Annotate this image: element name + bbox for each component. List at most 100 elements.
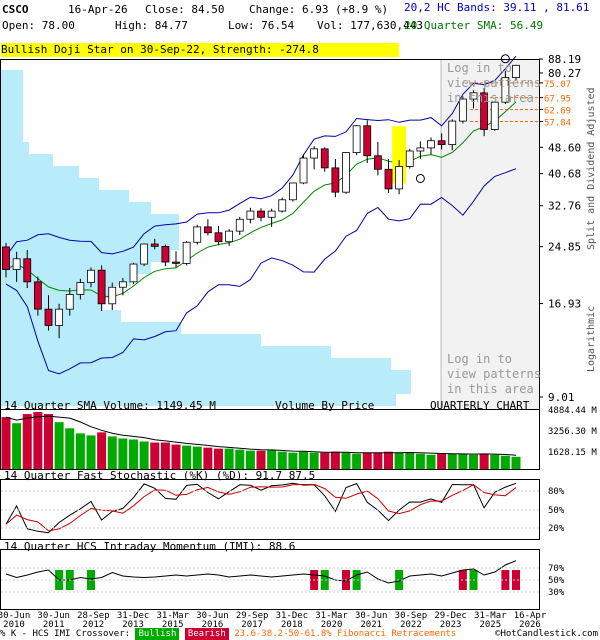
price-tick-label: 40.68 xyxy=(548,168,581,181)
vbp-bar xyxy=(1,166,79,178)
volume-bar xyxy=(214,448,223,469)
candle-body xyxy=(458,98,467,122)
candle-body xyxy=(395,166,404,190)
volume-bar xyxy=(12,423,22,469)
candle-body xyxy=(257,210,265,218)
crossover-label: % K - HCS IMI Crossover: xyxy=(0,629,131,639)
candle-body xyxy=(214,232,223,243)
candle-body xyxy=(2,246,10,270)
volume-panel-title: 14 Quarter SMA Volume: 1149.45 M xyxy=(4,399,216,412)
candle-body xyxy=(363,125,372,157)
volume-sma-line xyxy=(5,415,517,456)
login-patterns-top[interactable]: Log in to view patterns in this area xyxy=(447,61,541,105)
candle-body xyxy=(161,245,170,263)
vbp-title: Volume By Price xyxy=(275,399,375,412)
candle-body xyxy=(87,269,95,284)
vbp-bar xyxy=(1,382,411,394)
vbp-bar xyxy=(1,394,396,406)
log-scale-label: Logarithmic xyxy=(586,305,597,372)
close-price: Close: 84.50 xyxy=(145,3,225,16)
adjusted-label: Split and Dividend Adjusted xyxy=(586,87,597,250)
date-tick-label: 31-Mar xyxy=(315,611,348,621)
date-tick-label: 29-Sep xyxy=(236,611,269,621)
vbp-bar xyxy=(1,70,23,82)
candle-body xyxy=(310,148,319,159)
date-tick-year: 2018 xyxy=(281,620,303,630)
date-tick-label: 29-Dec xyxy=(434,611,467,621)
price-change: Change: 6.93 (+8.9 %) xyxy=(249,3,389,16)
vbp-bar xyxy=(1,238,179,250)
candle-body xyxy=(44,308,53,326)
vbp-bar xyxy=(1,106,23,118)
volume-bar xyxy=(192,446,202,469)
login-patterns-bottom[interactable]: Log in to view patterns in this area xyxy=(447,352,541,396)
volume-bar xyxy=(373,452,383,469)
candle-body xyxy=(225,230,234,243)
volume-bar xyxy=(458,453,468,469)
date-tick-year: 2026 xyxy=(519,620,541,630)
candle-body xyxy=(331,167,340,193)
candle-body xyxy=(235,218,244,232)
volume-bar xyxy=(415,453,425,469)
crossover-bar xyxy=(395,570,404,590)
candle-body xyxy=(118,281,127,288)
volume-bar xyxy=(288,452,298,469)
candle-body xyxy=(33,281,42,310)
volume-tick-label: 3256.30 M xyxy=(548,427,597,437)
date-tick-year: 2013 xyxy=(122,620,144,630)
date-tick-label: 31-Dec xyxy=(117,611,150,621)
footer: % K - HCS IMI Crossover: Bullish Bearish… xyxy=(0,628,600,640)
date-tick-label: 30-Jun xyxy=(37,611,70,621)
site-credit[interactable]: ©HotCandlestick.com xyxy=(495,629,598,639)
imi-panel-title: 14 Quarter HCS Intraday Momentum (IMI): … xyxy=(4,540,296,553)
high-price: High: 84.77 xyxy=(115,19,188,32)
volume-bar xyxy=(362,452,372,469)
crossover-bar xyxy=(352,570,361,590)
price-tick-label: 88.19 xyxy=(548,53,581,66)
volume-bar xyxy=(490,454,500,469)
price-tick-label: 75.07 xyxy=(544,80,571,90)
price-tick-label: 80.27 xyxy=(548,67,581,80)
price-tick-label: 16.93 xyxy=(548,298,581,311)
price-tick-label: 24.85 xyxy=(548,241,581,254)
candle-body xyxy=(288,182,297,201)
date-tick-year: 2017 xyxy=(241,620,263,630)
volume-bar xyxy=(118,438,128,469)
date-tick-year: 2025 xyxy=(479,620,501,630)
date-tick-label: 30-Jun xyxy=(355,611,388,621)
candle-body xyxy=(416,147,425,152)
volume-bar xyxy=(511,456,521,469)
upper-band-line xyxy=(5,55,517,257)
vbp-bar xyxy=(1,262,151,274)
candle-body xyxy=(267,210,276,218)
volume-panel-frame xyxy=(0,409,540,470)
date-ticks: 30-Jun201030-Jun201128-Sep201231-Dec2013… xyxy=(0,611,547,630)
stoch-tick-label: 50% xyxy=(548,506,565,516)
candle-body xyxy=(193,226,202,243)
date-tick-year: 2016 xyxy=(202,620,224,630)
candle-body xyxy=(384,168,393,190)
volume-bar xyxy=(341,452,351,469)
bearish-badge: Bearish xyxy=(184,628,229,640)
stoch-tick-label: 80% xyxy=(548,487,565,497)
vbp-bar xyxy=(1,322,181,334)
vbp-bar xyxy=(1,154,53,166)
candle-body xyxy=(320,148,329,169)
vbp-bar xyxy=(1,142,29,154)
imi-tick-label: 50% xyxy=(548,576,565,586)
volume-bar xyxy=(44,414,53,469)
price-tick-label: 67.95 xyxy=(544,95,571,105)
volume-bar xyxy=(54,422,64,469)
volume-bar xyxy=(75,433,85,469)
low-price: Low: 76.54 xyxy=(228,19,295,32)
stochastic-lines: 80% 50% 20% xyxy=(5,482,565,534)
volume-bar xyxy=(235,449,245,469)
candle-body xyxy=(129,263,138,283)
volume-bar xyxy=(139,441,149,469)
pattern-marker xyxy=(500,54,510,64)
volume-bar xyxy=(500,455,510,469)
candle-body xyxy=(427,140,435,149)
candle-body xyxy=(512,64,520,78)
